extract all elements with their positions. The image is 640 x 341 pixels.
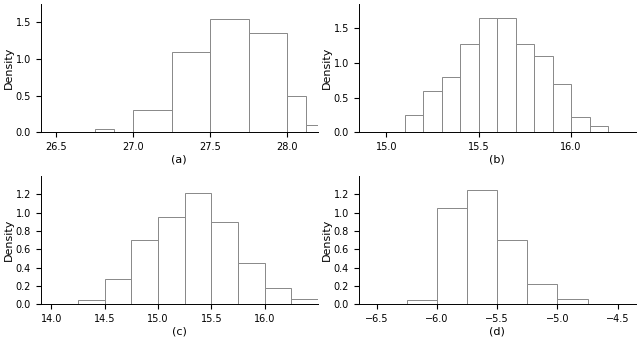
Bar: [571, 117, 589, 132]
Bar: [307, 125, 326, 132]
Bar: [516, 44, 534, 132]
Bar: [210, 19, 248, 132]
Bar: [78, 300, 104, 304]
Bar: [104, 279, 131, 304]
Bar: [133, 110, 172, 132]
Y-axis label: Density: Density: [322, 219, 332, 262]
Bar: [404, 115, 423, 132]
Bar: [467, 190, 497, 304]
Bar: [589, 125, 608, 132]
Bar: [407, 300, 437, 304]
Y-axis label: Density: Density: [4, 219, 14, 262]
Bar: [291, 299, 318, 304]
Y-axis label: Density: Density: [4, 47, 14, 89]
Y-axis label: Density: Density: [322, 47, 332, 89]
Bar: [437, 208, 467, 304]
Bar: [534, 56, 553, 132]
Bar: [131, 240, 158, 304]
Bar: [238, 263, 264, 304]
X-axis label: (d): (d): [489, 327, 505, 337]
Bar: [95, 129, 114, 132]
Bar: [172, 52, 210, 132]
Bar: [423, 91, 442, 132]
Bar: [287, 96, 307, 132]
Bar: [248, 33, 287, 132]
Bar: [553, 84, 571, 132]
Bar: [497, 240, 527, 304]
Bar: [527, 284, 557, 304]
Bar: [460, 44, 479, 132]
Bar: [557, 299, 588, 304]
Bar: [264, 288, 291, 304]
Bar: [158, 217, 184, 304]
Bar: [211, 222, 238, 304]
Bar: [479, 18, 497, 132]
X-axis label: (c): (c): [172, 327, 187, 337]
Bar: [184, 193, 211, 304]
Bar: [497, 18, 516, 132]
X-axis label: (a): (a): [172, 155, 187, 165]
X-axis label: (b): (b): [490, 155, 505, 165]
Bar: [442, 77, 460, 132]
